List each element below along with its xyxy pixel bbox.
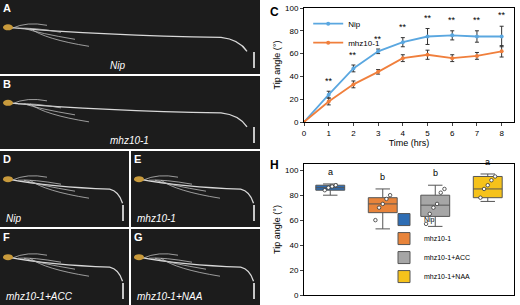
svg-text:a: a	[485, 157, 490, 167]
html-text:A: A	[3, 2, 11, 14]
svg-text:**: **	[325, 76, 333, 86]
svg-text:**: **	[498, 10, 506, 20]
svg-text:Nip: Nip	[348, 20, 361, 29]
html-text:Nip: Nip	[6, 213, 21, 224]
svg-text:Nip: Nip	[424, 216, 435, 224]
svg-text:0: 0	[294, 118, 299, 127]
svg-text:3: 3	[376, 129, 381, 138]
svg-text:100: 100	[285, 4, 299, 13]
svg-text:b: b	[433, 168, 438, 178]
svg-text:**: **	[349, 50, 357, 60]
svg-text:1: 1	[326, 129, 331, 138]
svg-text:80: 80	[289, 27, 298, 36]
svg-text:100: 100	[285, 166, 299, 175]
html-text:F: F	[3, 231, 10, 243]
svg-text:6: 6	[450, 129, 455, 138]
html-text:D: D	[3, 153, 11, 165]
svg-text:20: 20	[289, 95, 298, 104]
html-text:B: B	[3, 78, 11, 90]
svg-text:Time (hrs): Time (hrs)	[389, 138, 430, 148]
svg-text:80: 80	[289, 191, 298, 200]
svg-text:**: **	[448, 15, 456, 25]
svg-text:**: **	[374, 34, 382, 44]
html-text:mhz10-1: mhz10-1	[137, 213, 176, 224]
svg-text:**: **	[424, 13, 432, 23]
html-text:G: G	[134, 231, 143, 243]
svg-text:8: 8	[499, 129, 504, 138]
html-text:E: E	[134, 153, 142, 165]
svg-text:60: 60	[289, 49, 298, 58]
svg-text:40: 40	[289, 72, 298, 81]
svg-text:40: 40	[289, 241, 298, 250]
svg-text:Tip angle (°): Tip angle (°)	[272, 205, 282, 254]
html-text:mhz10-1+ACC: mhz10-1+ACC	[6, 291, 72, 302]
svg-text:mhz10-1+NAA: mhz10-1+NAA	[424, 273, 470, 280]
svg-text:H: H	[270, 158, 279, 172]
svg-text:**: **	[399, 22, 407, 32]
svg-text:20: 20	[289, 266, 298, 275]
svg-text:5: 5	[425, 129, 430, 138]
svg-text:7: 7	[475, 129, 480, 138]
svg-text:b: b	[380, 172, 385, 182]
svg-text:60: 60	[289, 216, 298, 225]
svg-text:mhz10-1+ACC: mhz10-1+ACC	[424, 254, 470, 261]
svg-text:Tip angle (°): Tip angle (°)	[272, 41, 282, 90]
html-text:Nip: Nip	[110, 60, 125, 71]
svg-text:4: 4	[401, 129, 406, 138]
svg-text:2: 2	[351, 129, 356, 138]
svg-text:mhz10-1: mhz10-1	[348, 39, 380, 48]
svg-text:0: 0	[294, 291, 299, 300]
svg-text:a: a	[328, 167, 333, 177]
svg-text:**: **	[473, 15, 481, 25]
html-text:mhz10-1: mhz10-1	[110, 135, 149, 146]
svg-text:0: 0	[302, 129, 307, 138]
svg-text:mhz10-1: mhz10-1	[424, 235, 451, 242]
svg-text:C: C	[270, 5, 279, 19]
html-text:mhz10-1+NAA: mhz10-1+NAA	[137, 291, 203, 302]
